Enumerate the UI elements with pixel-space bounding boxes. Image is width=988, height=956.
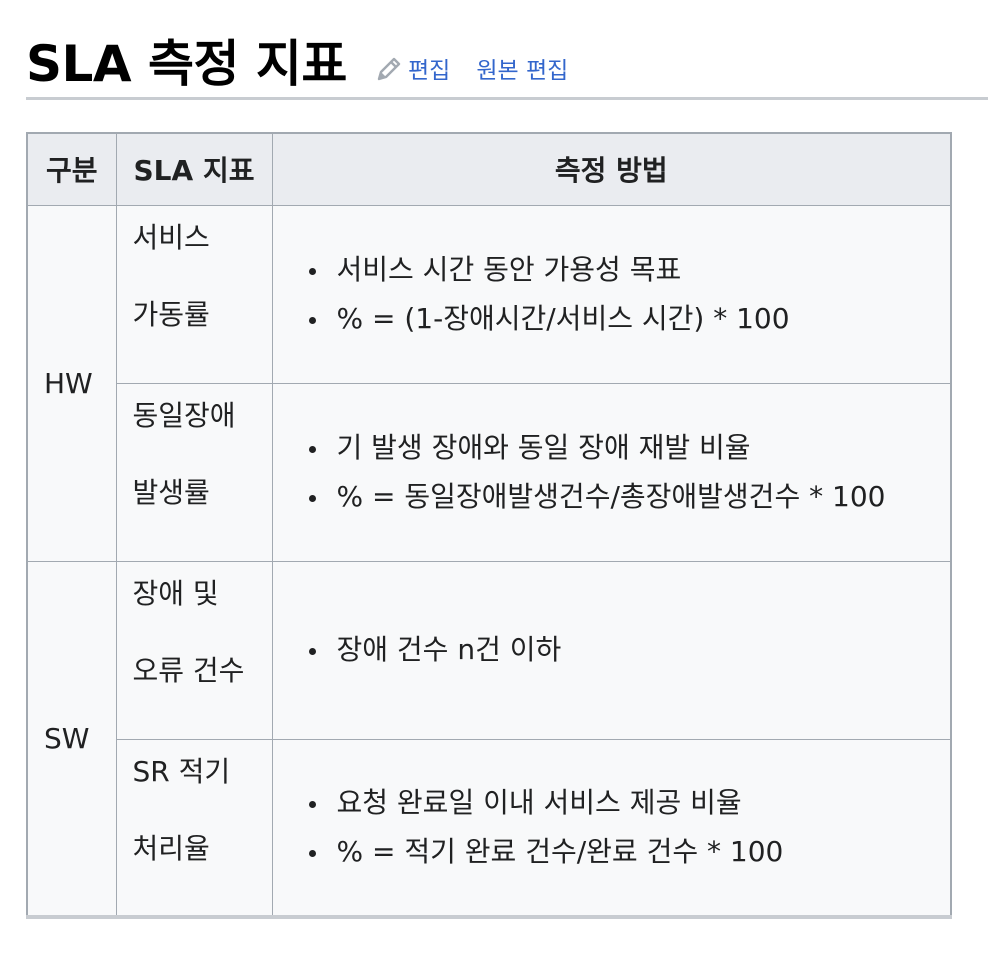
method-cell: 요청 완료일 이내 서비스 제공 비율 % = 적기 완료 건수/완료 건수 *…	[271, 738, 952, 918]
method-item: % = (1-장애시간/서비스 시간) * 100	[307, 299, 951, 339]
method-item: 요청 완료일 이내 서비스 제공 비율	[307, 783, 951, 823]
sla-table: 구분 SLA 지표 측정 방법 HW 서비스 가동률 서비스 시간 동안 가용성…	[26, 132, 952, 919]
metric-text: 발생률	[132, 475, 210, 509]
table-header-row: 구분 SLA 지표 측정 방법	[26, 132, 952, 206]
metric-cell: SR 적기 처리율	[115, 738, 273, 918]
method-list: 서비스 시간 동안 가용성 목표 % = (1-장애시간/서비스 시간) * 1…	[307, 250, 951, 339]
method-item: % = 동일장애발생건수/총장애발생건수 * 100	[307, 477, 951, 517]
edit-source-link[interactable]: 원본 편집	[476, 58, 569, 84]
table-row: SR 적기 처리율 요청 완료일 이내 서비스 제공 비율 % = 적기 완료 …	[27, 738, 952, 918]
edit-link[interactable]: 편집	[408, 58, 451, 84]
method-list: 장애 건수 n건 이하	[307, 630, 951, 670]
metric-text: 처리율	[132, 831, 210, 865]
header-metric: SLA 지표	[115, 132, 273, 206]
table-row: HW 서비스 가동률 서비스 시간 동안 가용성 목표 % = (1-장애시간/…	[26, 204, 952, 562]
method-list: 기 발생 장애와 동일 장애 재발 비율 % = 동일장애발생건수/총장애발생건…	[307, 428, 951, 517]
pencil-icon[interactable]	[374, 54, 404, 84]
method-item: 서비스 시간 동안 가용성 목표	[307, 250, 951, 290]
method-item: 장애 건수 n건 이하	[307, 630, 951, 670]
method-list: 요청 완료일 이내 서비스 제공 비율 % = 적기 완료 건수/완료 건수 *…	[307, 783, 951, 872]
method-item: 기 발생 장애와 동일 장애 재발 비율	[307, 428, 951, 468]
header-method: 측정 방법	[271, 132, 952, 206]
table-row: SW 장애 및 오류 건수 장애 건수 n건 이하	[26, 560, 952, 918]
header-category: 구분	[26, 132, 117, 206]
section-title: SLA 측정 지표	[26, 35, 347, 93]
metric-text: SR 적기	[132, 754, 231, 788]
metric-text: 가동률	[132, 297, 210, 331]
method-cell: 서비스 시간 동안 가용성 목표 % = (1-장애시간/서비스 시간) * 1…	[271, 204, 952, 384]
metric-text: 서비스	[132, 220, 210, 254]
metric-cell: 장애 및 오류 건수	[115, 560, 273, 740]
edit-links: 편집 원본 편집	[374, 54, 568, 87]
metric-text: 장애 및	[132, 576, 219, 610]
metric-cell: 서비스 가동률	[115, 204, 273, 384]
metric-text: 동일장애	[132, 398, 236, 432]
category-cell: SW	[26, 560, 117, 918]
category-cell: HW	[26, 204, 117, 562]
metric-cell: 동일장애 발생률	[115, 382, 273, 562]
method-cell: 기 발생 장애와 동일 장애 재발 비율 % = 동일장애발생건수/총장애발생건…	[271, 382, 952, 562]
method-cell: 장애 건수 n건 이하	[271, 560, 952, 740]
section-heading: SLA 측정 지표 편집 원본 편집	[26, 28, 988, 100]
metric-text: 오류 건수	[132, 653, 245, 687]
table-row: 동일장애 발생률 기 발생 장애와 동일 장애 재발 비율 % = 동일장애발생…	[27, 382, 952, 562]
method-item: % = 적기 완료 건수/완료 건수 * 100	[307, 832, 951, 872]
